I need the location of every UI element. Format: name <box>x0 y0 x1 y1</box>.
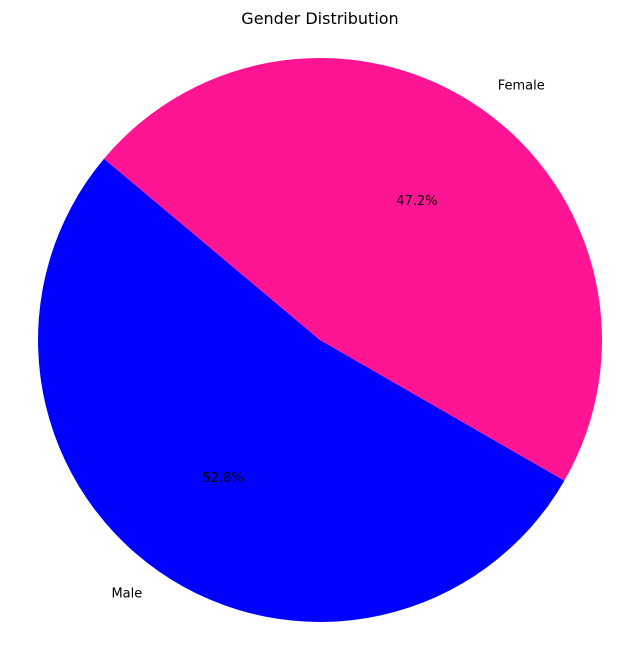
pie-slice-female <box>103 57 603 481</box>
pie-slice-male <box>38 158 565 622</box>
slice-percent-female: 47.2% <box>396 194 437 209</box>
pie-slices <box>38 57 603 622</box>
slice-label-male: Male <box>111 587 142 602</box>
chart-title: Gender Distribution <box>241 9 398 28</box>
pie-labels: Male 52.8% Female 47.2% <box>111 78 544 601</box>
slice-percent-male: 52.8% <box>202 471 243 486</box>
slice-label-female: Female <box>498 78 545 93</box>
